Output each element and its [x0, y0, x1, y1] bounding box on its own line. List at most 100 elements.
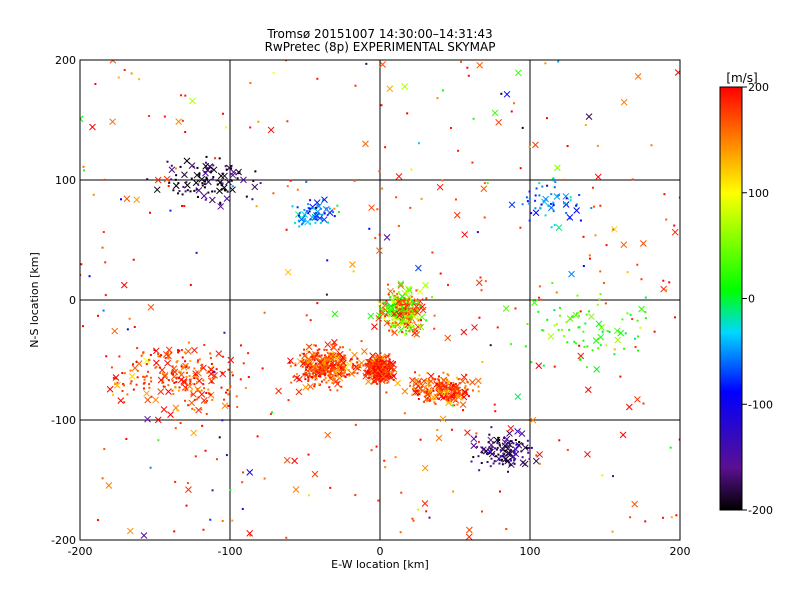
- data-point-dot: [404, 308, 407, 311]
- data-point-dot: [401, 312, 404, 315]
- data-point-dot: [193, 398, 196, 401]
- data-point-dot: [135, 360, 138, 363]
- data-point-dot: [320, 213, 323, 216]
- data-point-dot: [389, 375, 392, 378]
- data-point-dot: [202, 379, 205, 382]
- data-point-dot: [221, 520, 224, 523]
- data-point-dot: [503, 437, 506, 440]
- data-point-dot: [298, 212, 301, 215]
- data-point-dot: [185, 181, 188, 184]
- data-point-dot: [204, 449, 207, 452]
- data-point-dot: [201, 363, 204, 366]
- data-point-cross: [507, 424, 515, 432]
- data-point-dot: [336, 389, 339, 392]
- data-point-dot: [483, 182, 486, 185]
- data-point-dot: [501, 458, 504, 461]
- data-point-dot: [146, 178, 149, 181]
- data-point-dot: [209, 393, 212, 396]
- data-point-dot: [505, 444, 508, 447]
- data-point-dot: [576, 312, 579, 315]
- data-point-dot: [599, 344, 602, 347]
- data-point-dot: [236, 177, 239, 180]
- data-point-dot: [404, 329, 407, 332]
- data-point-dot: [285, 536, 288, 539]
- data-point-dot: [315, 218, 318, 221]
- data-point-dot: [408, 317, 411, 320]
- data-point-cross: [405, 293, 413, 301]
- data-point-dot: [175, 361, 178, 364]
- data-point-cross: [625, 403, 633, 411]
- data-point-dot: [477, 440, 480, 443]
- data-point-dot: [223, 331, 226, 334]
- data-point-dot: [182, 185, 185, 188]
- data-point-dot: [490, 457, 493, 460]
- data-point-dot: [507, 470, 510, 473]
- data-point-cross: [386, 85, 394, 93]
- data-point-dot: [668, 281, 671, 284]
- data-point-dot: [619, 375, 622, 378]
- data-point-cross: [144, 396, 152, 404]
- data-point-dot: [544, 62, 547, 65]
- data-point-dot: [110, 366, 113, 369]
- data-point-dot: [637, 335, 640, 338]
- data-point-dot: [194, 375, 197, 378]
- data-point-dot: [542, 364, 545, 367]
- data-point-cross: [660, 285, 668, 293]
- data-point-dot: [307, 212, 310, 215]
- data-point-dot: [256, 435, 259, 438]
- data-point-cross: [493, 436, 501, 444]
- data-point-dot: [174, 480, 177, 483]
- data-point-dot: [508, 464, 511, 467]
- data-point-dot: [289, 365, 292, 368]
- data-point-dot: [170, 164, 173, 167]
- data-point-dot: [135, 383, 138, 386]
- data-point-cross: [566, 315, 574, 322]
- data-point-dot: [384, 371, 387, 374]
- data-point-dot: [224, 165, 227, 168]
- data-point-cross: [200, 192, 208, 200]
- data-point-dot: [321, 372, 324, 375]
- data-point-dot: [510, 110, 513, 113]
- data-point-cross: [368, 204, 375, 212]
- data-point-dot: [431, 296, 434, 299]
- data-point-dot: [389, 295, 392, 298]
- data-point-dot: [209, 171, 212, 174]
- data-point-dot: [333, 207, 336, 210]
- data-point-dot: [450, 393, 453, 396]
- data-point-dot: [198, 172, 201, 175]
- data-point-dot: [313, 344, 316, 347]
- data-point-dot: [546, 184, 549, 187]
- data-point-dot: [231, 185, 234, 188]
- data-point-cross: [221, 172, 228, 180]
- data-point-dot: [395, 318, 398, 321]
- data-point-dot: [383, 316, 386, 319]
- data-point-dot: [306, 210, 309, 213]
- data-point-dot: [442, 385, 445, 388]
- data-point-dot: [405, 332, 408, 335]
- data-point-dot: [329, 364, 332, 367]
- data-point-dot: [371, 374, 374, 377]
- data-point-dot: [530, 361, 533, 364]
- data-point-dot: [624, 332, 627, 335]
- data-point-dot: [429, 399, 432, 402]
- data-point-dot: [209, 356, 212, 359]
- data-point-dot: [337, 348, 340, 351]
- data-point-cross: [514, 393, 522, 400]
- data-point-dot: [538, 285, 541, 288]
- data-point-dot: [535, 454, 538, 457]
- data-point-dot: [497, 453, 500, 456]
- data-point-dot: [486, 461, 489, 464]
- data-point-dot: [678, 438, 680, 441]
- data-point-dot: [394, 317, 397, 320]
- data-point-dot: [381, 365, 384, 368]
- data-point-dot: [504, 460, 507, 463]
- data-point-cross: [165, 346, 173, 354]
- data-point-dot: [331, 381, 334, 384]
- data-point-dot: [408, 297, 411, 300]
- data-point-dot: [172, 189, 175, 192]
- data-point-dot: [201, 182, 204, 185]
- data-point-dot: [429, 392, 432, 395]
- data-point-dot: [455, 390, 458, 393]
- data-point-dot: [441, 384, 444, 387]
- data-point-dot: [488, 446, 491, 449]
